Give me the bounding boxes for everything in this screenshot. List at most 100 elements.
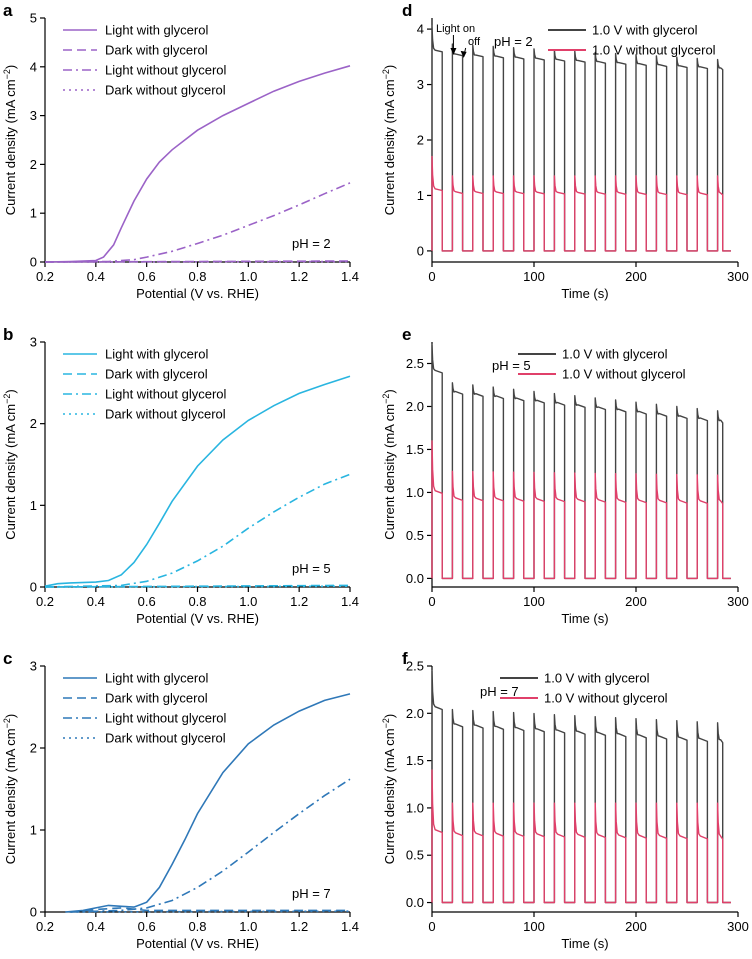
x-tick-label: 300 <box>727 919 749 934</box>
y-tick-label: 1.0 <box>406 800 424 815</box>
y-axis-title-close: ) <box>3 389 18 393</box>
x-tick-label: 0.6 <box>138 594 156 609</box>
y-tick-label: 1 <box>417 188 424 203</box>
series-line-with-glycerol <box>431 25 731 252</box>
y-tick-label: 2 <box>30 741 37 756</box>
legend-label: 1.0 V with glycerol <box>544 671 650 686</box>
legend-label: Dark with glycerol <box>105 43 208 58</box>
y-tick-label: 1.5 <box>406 753 424 768</box>
x-tick-label: 1.0 <box>239 919 257 934</box>
x-tick-label: 0 <box>428 269 435 284</box>
y-axis-title-close: ) <box>3 714 18 718</box>
y-tick-label: 2 <box>30 157 37 172</box>
y-tick-label: 0.5 <box>406 528 424 543</box>
x-tick-label: 200 <box>625 919 647 934</box>
ph-annotation: pH = 7 <box>292 886 331 901</box>
x-tick-label: 0.6 <box>138 269 156 284</box>
x-tick-label: 0.6 <box>138 919 156 934</box>
legend-label: Light without glycerol <box>105 63 227 78</box>
legend-label: Light without glycerol <box>105 711 227 726</box>
y-tick-label: 0 <box>30 255 37 270</box>
y-tick-label: 1.0 <box>406 485 424 500</box>
legend-label: Dark without glycerol <box>105 83 226 98</box>
y-tick-label: 0.5 <box>406 848 424 863</box>
y-axis-title-sup: −2 <box>2 718 12 728</box>
light-on-arrowhead <box>450 48 457 56</box>
legend-label: 1.0 V without glycerol <box>562 367 686 382</box>
y-tick-label: 0.0 <box>406 571 424 586</box>
x-tick-label: 0.2 <box>36 594 54 609</box>
x-tick-label: 0.4 <box>87 594 105 609</box>
x-tick-label: 200 <box>625 269 647 284</box>
series-line-dash <box>70 907 350 913</box>
x-axis-title: Time (s) <box>561 286 608 301</box>
light-off-arrowhead <box>460 50 467 58</box>
x-tick-label: 200 <box>625 594 647 609</box>
panel-label-e: e <box>402 325 411 344</box>
panel-f: f 0 100 200 300 0.0 0.5 1.0 1.5 2.0 2.5 Time (s) Cur… <box>381 649 749 951</box>
y-axis-title-close: ) <box>382 714 397 718</box>
y-axis-title-main: Current density (mA cm <box>382 79 397 215</box>
y-axis-title-main: Current density (mA cm <box>382 728 397 864</box>
x-axis-title: Potential (V vs. RHE) <box>136 611 259 626</box>
series-line-dashdot <box>44 182 351 263</box>
y-tick-label: 3 <box>417 77 424 92</box>
y-axis-title: Current density (mA cm−2) <box>381 714 397 864</box>
x-tick-label: 1.4 <box>341 269 359 284</box>
x-tick-label: 0 <box>428 919 435 934</box>
y-axis-title: Current density (mA cm−2) <box>2 714 18 864</box>
panel-label-c: c <box>3 649 12 668</box>
x-tick-label: 1.4 <box>341 594 359 609</box>
panel-d: d 0 100 200 300 0 1 2 3 4 Time (s) Current density … <box>381 1 749 301</box>
light-off-label: off <box>468 36 481 48</box>
ph-annotation: pH = 2 <box>494 34 533 49</box>
y-axis-title-close: ) <box>3 65 18 69</box>
y-tick-label: 1 <box>30 206 37 221</box>
x-tick-label: 0 <box>428 594 435 609</box>
legend-label: 1.0 V with glycerol <box>562 347 668 362</box>
x-tick-label: 100 <box>523 269 545 284</box>
panel-label-b: b <box>3 325 13 344</box>
legend-label: Dark with glycerol <box>105 367 208 382</box>
ph-annotation: pH = 5 <box>492 358 531 373</box>
legend-label: Dark with glycerol <box>105 691 208 706</box>
x-tick-label: 0.2 <box>36 919 54 934</box>
legend-label: 1.0 V with glycerol <box>592 23 698 38</box>
y-axis-title-sup: −2 <box>2 394 12 404</box>
y-axis-title-sup: −2 <box>381 69 391 79</box>
panel-c: c 0.2 0.4 0.6 0.8 1.0 1.2 1.4 0 1 2 3 Potential (V v… <box>2 649 359 951</box>
light-on-label: Light on <box>436 23 475 35</box>
panel-label-f: f <box>402 649 408 668</box>
x-axis-title: Time (s) <box>561 611 608 626</box>
series-line-without-glycerol <box>431 769 731 904</box>
y-tick-label: 0 <box>30 905 37 920</box>
y-tick-label: 4 <box>30 59 37 74</box>
x-tick-label: 300 <box>727 594 749 609</box>
legend-label: Light with glycerol <box>105 23 208 38</box>
y-axis-title: Current density (mA cm−2) <box>2 65 18 215</box>
series-line-dashdot <box>44 473 351 588</box>
y-tick-label: 1 <box>30 823 37 838</box>
y-tick-label: 2.5 <box>406 356 424 371</box>
y-axis-title: Current density (mA cm−2) <box>2 389 18 539</box>
panel-a: a 0.2 0.4 0.6 0.8 1.0 1.2 1.4 0 1 2 3 4 5 Potential (V… <box>2 1 359 301</box>
x-tick-label: 100 <box>523 919 545 934</box>
y-tick-label: 2.5 <box>406 659 424 674</box>
y-tick-label: 0.0 <box>406 895 424 910</box>
y-tick-label: 3 <box>30 335 37 350</box>
y-tick-label: 5 <box>30 11 37 26</box>
y-tick-label: 2.0 <box>406 399 424 414</box>
series-line-solid <box>65 693 351 913</box>
x-tick-label: 0.8 <box>188 919 206 934</box>
x-tick-label: 1.4 <box>341 919 359 934</box>
ph-annotation: pH = 2 <box>292 236 331 251</box>
x-tick-label: 1.2 <box>290 594 308 609</box>
series-line-dot <box>70 910 351 913</box>
series-line-dash <box>44 260 351 263</box>
x-tick-label: 100 <box>523 594 545 609</box>
y-tick-label: 1 <box>30 498 37 513</box>
y-tick-label: 0 <box>30 580 37 595</box>
series-line-without-glycerol <box>431 440 731 580</box>
x-tick-label: 0.4 <box>87 919 105 934</box>
